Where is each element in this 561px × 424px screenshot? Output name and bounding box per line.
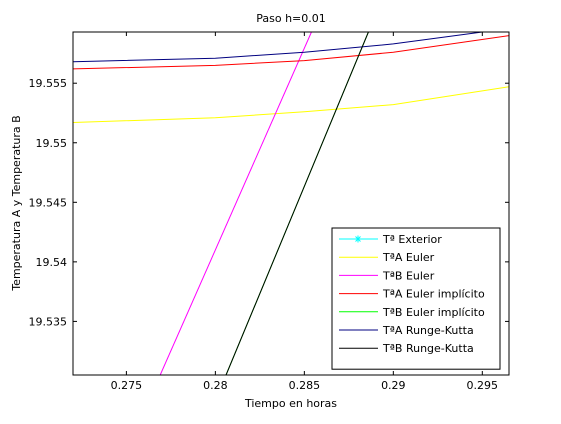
- legend-label: TªB Euler: [382, 269, 435, 282]
- series-line-6: [225, 32, 369, 375]
- x-tick-label: 0.28: [203, 379, 228, 392]
- legend-label: TªA Euler implícito: [382, 288, 485, 301]
- legend: Tª Exterior TªA Euler TªB Euler TªA Euler i…: [331, 227, 501, 370]
- asterisk-marker-icon: [354, 235, 362, 243]
- y-tick-label: 19.54: [36, 256, 68, 269]
- series-line-3: [73, 35, 509, 70]
- x-axis-label: Tiempo en horas: [244, 397, 337, 410]
- y-axis-label: Temperatura A y Temperatura B: [10, 115, 23, 291]
- series-line-5: [73, 32, 487, 63]
- x-tick-label: 0.275: [111, 379, 143, 392]
- chart-title: Paso h=0.01: [256, 12, 326, 25]
- series-line-1: [73, 86, 509, 124]
- legend-label: Tª Exterior: [382, 233, 442, 246]
- legend-label: TªA Runge-Kutta: [382, 324, 474, 337]
- y-tick-label: 19.545: [29, 196, 68, 209]
- legend-label: TªB Runge-Kutta: [382, 342, 474, 355]
- legend-label: TªB Euler implícito: [382, 306, 485, 319]
- legend-box: [331, 227, 501, 370]
- x-tick-label: 0.29: [381, 379, 406, 392]
- series-line-2: [159, 32, 312, 375]
- y-tick-label: 19.555: [29, 77, 68, 90]
- legend-label: TªA Euler: [382, 251, 435, 264]
- axes-box: [72, 31, 510, 376]
- y-tick-label: 19.535: [29, 315, 68, 328]
- x-tick-label: 0.285: [289, 379, 321, 392]
- y-tick-label: 19.55: [36, 137, 68, 150]
- x-tick-label: 0.295: [467, 379, 499, 392]
